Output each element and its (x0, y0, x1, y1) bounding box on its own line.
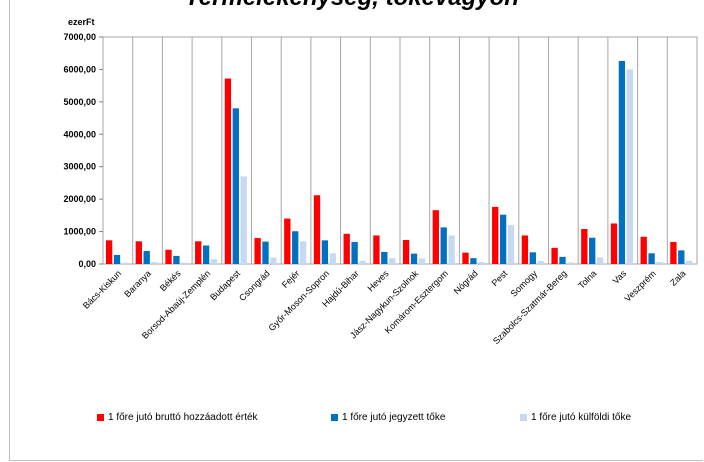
bar-registered-capital (470, 258, 477, 264)
y-tick-label: 5000,00 (63, 97, 96, 107)
bar-foreign-capital (121, 262, 129, 264)
bar-registered-capital (529, 252, 536, 264)
bar-registered-capital (559, 256, 566, 264)
bar-foreign-capital (537, 261, 544, 264)
bar-foreign-capital (567, 262, 574, 264)
bar-gva (581, 228, 588, 264)
bar-registered-capital (618, 61, 626, 264)
x-tick-label: Vas (611, 268, 629, 286)
bar-gva (402, 240, 410, 264)
legend-item-gva: 1 főre jutó bruttó hozzáadott érték (97, 412, 258, 423)
bar-registered-capital (113, 254, 121, 264)
bar-foreign-capital (596, 257, 604, 264)
bar-foreign-capital (507, 225, 515, 264)
y-tick-label: 4000,00 (63, 129, 96, 139)
x-tick-label: Nógrád (452, 268, 480, 296)
x-tick-label: Békés (158, 268, 183, 293)
bar-gva (492, 206, 499, 264)
legend-label: 1 főre jutó bruttó hozzáadott érték (108, 412, 258, 423)
x-tick-label: Pest (490, 268, 510, 288)
bar-foreign-capital (478, 262, 485, 264)
bar-registered-capital (410, 253, 418, 264)
bar-registered-capital (321, 240, 329, 264)
bar-foreign-capital (656, 262, 663, 264)
bar-registered-capital (381, 252, 388, 264)
bar-registered-capital (499, 214, 507, 264)
bar-foreign-capital (418, 258, 426, 264)
bar-registered-capital (262, 241, 269, 264)
bar-foreign-capital (686, 260, 693, 264)
bar-registered-capital (678, 250, 685, 264)
bar-gva (610, 223, 618, 264)
bar-registered-capital (143, 251, 150, 264)
y-tick-label: 1000,00 (63, 227, 96, 237)
bar-gva (521, 235, 529, 264)
bar-gva (373, 235, 380, 264)
x-tick-label: Tolna (576, 268, 598, 290)
bar-gva (284, 218, 291, 264)
x-tick-label: Bács-Kiskun (81, 268, 123, 310)
x-tick-label: Fejér (280, 268, 302, 290)
legend-label: 1 főre jutó külföldi tőke (531, 412, 632, 423)
legend-item-registered-capital: 1 főre jutó jegyzett tőke (331, 412, 445, 423)
y-tick-label: 7000,00 (63, 32, 96, 42)
chart-title: Termelékenység, tőkevágyon (0, 0, 704, 12)
x-tick-label: Veszprém (622, 268, 657, 303)
legend-swatch-red (97, 414, 104, 421)
bar-gva (432, 210, 439, 264)
bar-gva (551, 247, 558, 264)
bar-registered-capital (440, 227, 447, 264)
bar-registered-capital (292, 231, 299, 264)
bar-gva (254, 238, 261, 264)
bar-foreign-capital (151, 262, 158, 264)
bar-gva (343, 233, 350, 264)
bar-registered-capital (589, 237, 596, 264)
bar-foreign-capital (270, 257, 277, 264)
bar-registered-capital (173, 255, 180, 264)
bar-gva (313, 195, 321, 264)
bar-foreign-capital (299, 241, 307, 264)
x-tick-label: Csongrád (237, 268, 272, 303)
chart-frame (9, 0, 703, 461)
bar-foreign-capital (181, 262, 188, 264)
bar-registered-capital (648, 253, 655, 264)
x-tick-label: Baranya (122, 268, 153, 299)
bar-gva (165, 249, 172, 264)
legend-label: 1 főre jutó jegyzett tőke (342, 412, 446, 423)
y-axis-unit-label: ezerFt (68, 17, 95, 27)
legend-swatch-blue (331, 414, 338, 421)
bar-foreign-capital (626, 69, 633, 265)
bar-foreign-capital (359, 260, 366, 264)
bar-gva (105, 240, 113, 264)
y-tick-label: 0,00 (78, 259, 96, 269)
bar-foreign-capital (210, 259, 218, 264)
bar-gva (670, 241, 677, 264)
bar-gva (462, 252, 469, 264)
bar-gva (640, 236, 647, 264)
bar-gva (195, 241, 202, 264)
bar-registered-capital (351, 241, 358, 264)
y-tick-label: 3000,00 (63, 162, 96, 172)
x-tick-label: Zala (668, 268, 687, 287)
bar-foreign-capital (448, 235, 455, 264)
bar-gva (224, 78, 232, 264)
legend-swatch-lightblue (520, 414, 527, 421)
y-tick-label: 6000,00 (63, 64, 96, 74)
bar-foreign-capital (329, 253, 336, 264)
bar-gva (135, 241, 142, 264)
bar-foreign-capital (240, 176, 247, 264)
bar-foreign-capital (389, 258, 396, 264)
x-tick-label: Heves (365, 268, 390, 293)
bar-registered-capital (202, 245, 210, 264)
legend-item-foreign-capital: 1 főre jutó külföldi tőke (520, 412, 631, 423)
bar-registered-capital (232, 108, 239, 264)
y-tick-label: 2000,00 (63, 194, 96, 204)
